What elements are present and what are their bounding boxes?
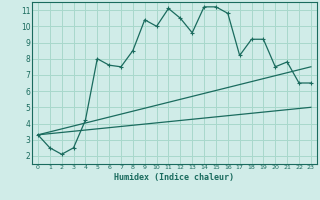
X-axis label: Humidex (Indice chaleur): Humidex (Indice chaleur) bbox=[115, 173, 234, 182]
